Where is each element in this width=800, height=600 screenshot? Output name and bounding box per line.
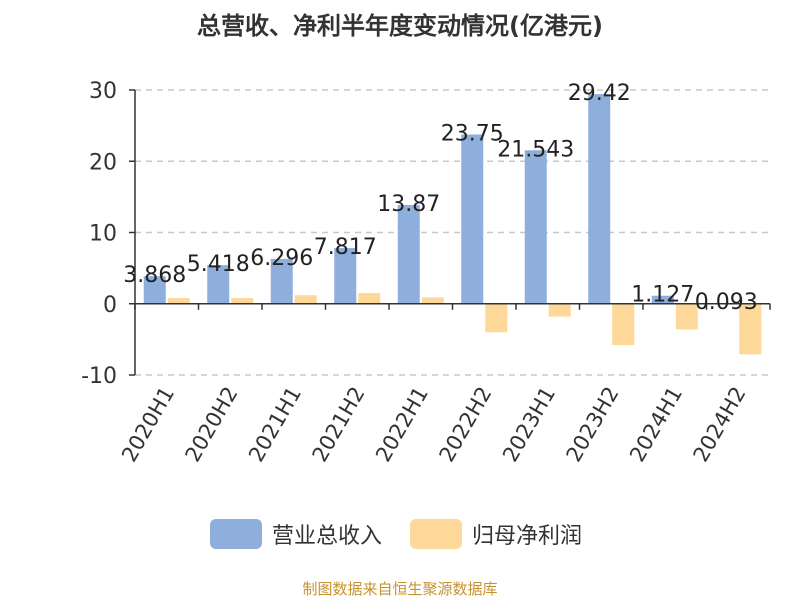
y-tick-label: 10: [89, 222, 117, 247]
x-tick-label: 2022H2: [434, 383, 496, 467]
revenue-bar: [524, 150, 547, 304]
chart-title: 总营收、净利半年度变动情况(亿港元): [197, 12, 603, 40]
x-tick-label: 2024H2: [688, 383, 750, 467]
net-profit-bar: [675, 303, 698, 330]
data-label: 6.296: [250, 246, 313, 271]
net-profit-bar: [231, 298, 254, 304]
data-label: 23.75: [441, 122, 504, 147]
y-tick-label: 20: [89, 150, 117, 175]
x-tick-label: 2024H1: [625, 383, 687, 467]
data-label: 1.127: [631, 283, 694, 308]
revenue-bar: [651, 295, 674, 304]
net-profit-bar: [421, 297, 444, 304]
y-tick-label: 30: [89, 79, 117, 104]
legend-label-revenue: 营业总收入: [272, 524, 383, 549]
net-profit-bar: [485, 303, 508, 333]
x-tick-label: 2020H2: [180, 383, 242, 467]
data-label: 29.42: [568, 81, 631, 106]
x-tick-label: 2021H2: [307, 383, 369, 467]
x-tick-label: 2023H1: [498, 383, 560, 467]
data-label: 3.868: [123, 263, 186, 288]
data-label: 7.817: [314, 235, 377, 260]
legend-item-net-profit[interactable]: 归母净利润: [410, 518, 582, 550]
net-profit-bar: [358, 293, 381, 304]
net-profit-bar: [739, 303, 762, 355]
legend-swatch-revenue: [210, 519, 262, 549]
revenue-bar: [207, 265, 230, 304]
revenue-bar: [588, 94, 611, 304]
legend-item-revenue[interactable]: 营业总收入: [210, 518, 382, 550]
net-profit-bar: [294, 295, 317, 304]
data-label: 21.543: [497, 137, 574, 162]
data-source-footer: 制图数据来自恒生聚源数据库: [302, 580, 498, 598]
revenue-bar: [461, 134, 484, 304]
revenue-bar: [270, 258, 293, 304]
x-tick-label: 2021H1: [244, 383, 306, 467]
x-tick-label: 2020H1: [117, 383, 179, 467]
data-label: 13.87: [377, 192, 440, 217]
y-tick-label: 0: [103, 293, 117, 318]
net-profit-bar: [612, 303, 635, 346]
revenue-bar: [143, 276, 166, 304]
net-profit-bar: [548, 303, 571, 317]
y-tick-label: -10: [81, 364, 117, 389]
revenue-bar: [397, 204, 420, 304]
legend-swatch-net-profit: [410, 519, 462, 549]
net-profit-bar: [167, 298, 190, 304]
data-label: 5.418: [187, 252, 250, 277]
revenue-bar: [334, 248, 357, 304]
x-tick-label: 2023H2: [561, 383, 623, 467]
x-tick-label: 2022H1: [371, 383, 433, 467]
data-label: 0.093: [695, 290, 758, 315]
legend-label-net-profit: 归母净利润: [472, 524, 583, 549]
